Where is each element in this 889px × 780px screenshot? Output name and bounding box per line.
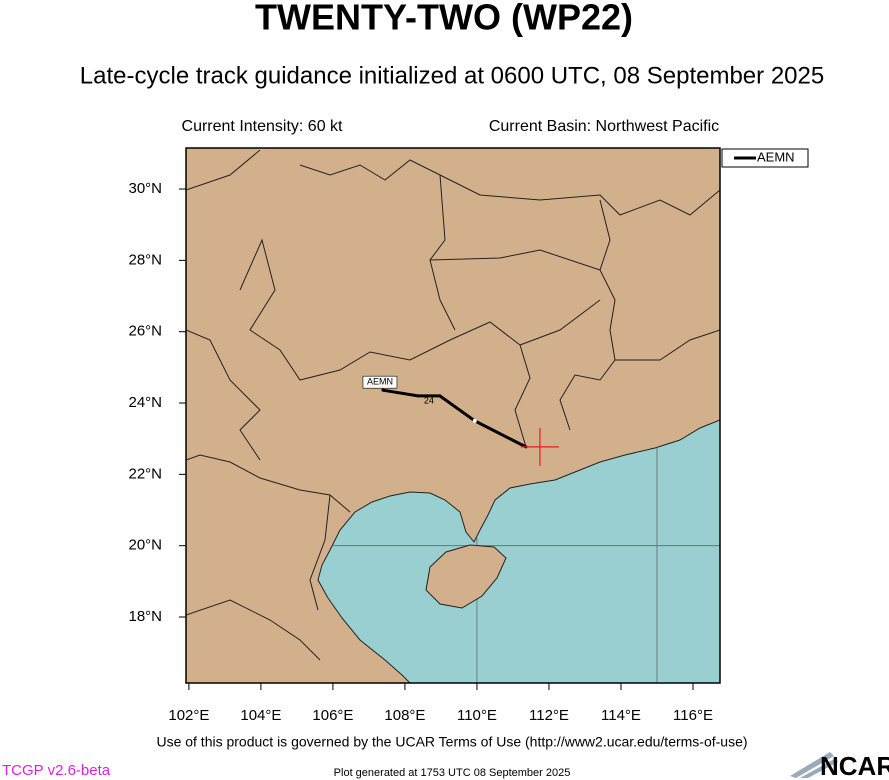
generated: Plot generated at 1753 UTC 08 September …: [334, 767, 571, 779]
legend-label: AEMN: [757, 149, 795, 164]
y-tick-label: 20°N: [128, 537, 162, 554]
subtitle: Late-cycle track guidance initialized at…: [80, 62, 824, 89]
frame: [185, 147, 721, 684]
y-tick-label: 22°N: [128, 465, 162, 482]
x-tick-label: 104°E: [240, 707, 281, 724]
y-tick-label: 28°N: [128, 251, 162, 268]
borders: [186, 149, 720, 661]
x-tick-label: 112°E: [529, 707, 569, 724]
track-point: [438, 394, 442, 398]
track-label: AEMN: [367, 377, 393, 387]
version: TCGP v2.6-beta: [2, 762, 111, 779]
x-tick-label: 116°E: [673, 707, 713, 724]
x-tick-label: 108°E: [384, 707, 425, 724]
track-point: [472, 418, 477, 423]
terms: Use of this product is governed by the U…: [156, 734, 747, 750]
sea: [317, 419, 720, 683]
hainan: [425, 544, 507, 609]
track-point: [381, 388, 385, 392]
logo-text: NCAR: [820, 751, 889, 780]
x-tick-label: 110°E: [457, 707, 497, 724]
x-tick-label: 106°E: [312, 707, 353, 724]
legend-box: [721, 148, 809, 168]
y-tick-label: 30°N: [128, 180, 162, 197]
current-position: [520, 427, 559, 466]
title: TWENTY-TWO (WP22): [255, 0, 633, 38]
track-label-box: [362, 375, 398, 389]
y-tick-label: 26°N: [128, 323, 162, 340]
axes: 102°E 104°E 106°E 108°E 110°E 112°E 114°E 116°E…: [128, 180, 712, 724]
hour-label: 24: [424, 395, 434, 405]
legend: AEMN: [721, 148, 809, 168]
x-tick-label: 114°E: [601, 707, 641, 724]
tracks: AEMN 24: [362, 375, 559, 466]
logo-mark: [790, 752, 838, 778]
y-tick-label: 18°N: [128, 608, 162, 625]
logo: NCAR: [790, 751, 889, 780]
x-tick-label: 102°E: [168, 707, 209, 724]
y-tick-label: 24°N: [128, 394, 162, 411]
basin: Current Basin: Northwest Pacific: [489, 118, 719, 135]
track-point: [416, 394, 420, 398]
map-area: AEMN 24: [186, 148, 720, 683]
intensity: Current Intensity: 60 kt: [182, 118, 344, 135]
